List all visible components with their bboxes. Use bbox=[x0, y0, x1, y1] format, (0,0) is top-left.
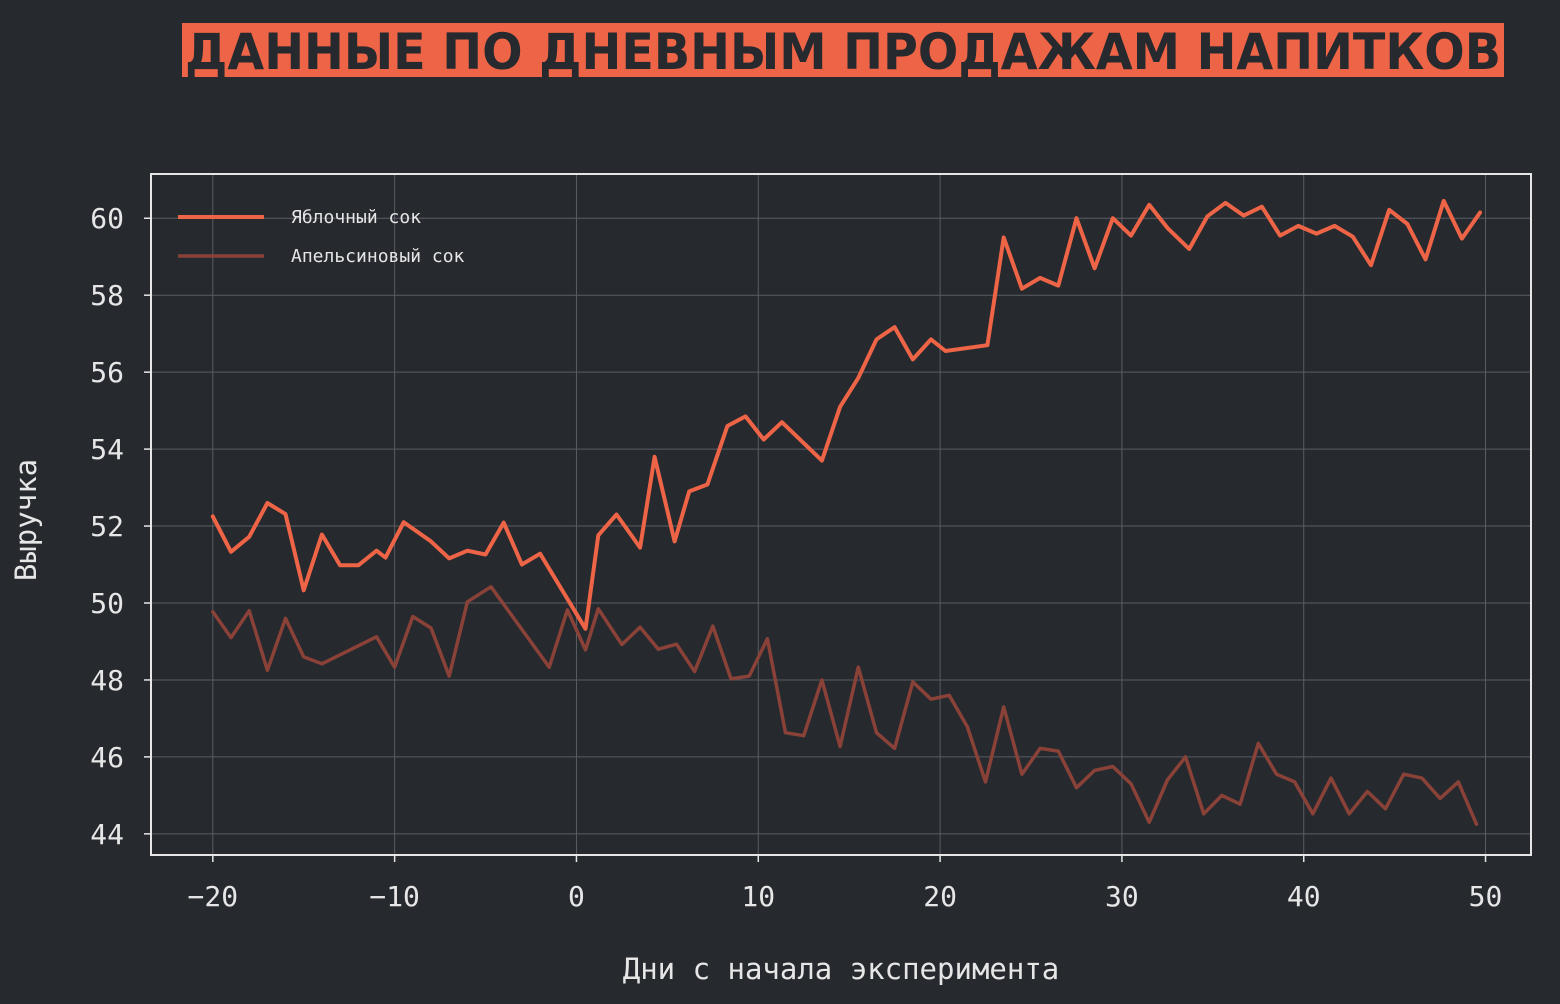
y-tick-label: 60 bbox=[90, 202, 124, 235]
y-axis-label: Выручка bbox=[9, 459, 43, 581]
y-axis-ticks: 44 46 48 50 52 54 56 58 60 bbox=[90, 202, 151, 851]
series-line-1 bbox=[210, 198, 1483, 631]
title-background bbox=[182, 23, 1504, 77]
x-tick-label: 0 bbox=[568, 880, 585, 913]
legend-entry-label: Апельсиновый сок bbox=[291, 246, 465, 267]
x-tick-label: 10 bbox=[741, 880, 775, 913]
y-tick-label: 50 bbox=[90, 587, 124, 620]
x-tick-label: 40 bbox=[1287, 880, 1321, 913]
plot-frame bbox=[150, 173, 1532, 856]
legend: Яблочный сок Апельсиновый сок bbox=[178, 207, 465, 267]
x-tick-label: 50 bbox=[1469, 880, 1503, 913]
x-axis-label: Дни с начала эксперимента bbox=[623, 952, 1060, 986]
chart-title-group: ДАННЫЕ ПО ДНЕВНЫМ ПРОДАЖАМ НАПИТКОВ bbox=[182, 23, 1504, 81]
y-tick-label: 56 bbox=[90, 356, 124, 389]
x-axis-ticks: −20 −10 0 10 20 30 40 50 bbox=[188, 855, 1503, 913]
series-layer bbox=[210, 198, 1483, 826]
y-tick-label: 58 bbox=[90, 279, 124, 312]
x-tick-label: −20 bbox=[188, 880, 239, 913]
y-tick-label: 44 bbox=[90, 818, 124, 851]
x-tick-label: 20 bbox=[923, 880, 957, 913]
y-tick-label: 54 bbox=[90, 433, 124, 466]
y-tick-label: 48 bbox=[90, 664, 124, 697]
series-line-2 bbox=[211, 585, 1479, 826]
chart-title: ДАННЫЕ ПО ДНЕВНЫМ ПРОДАЖАМ НАПИТКОВ bbox=[185, 23, 1501, 81]
x-tick-label: 30 bbox=[1105, 880, 1139, 913]
x-tick-label: −10 bbox=[369, 880, 420, 913]
y-tick-label: 46 bbox=[90, 741, 124, 774]
grid bbox=[151, 174, 1531, 855]
y-tick-label: 52 bbox=[90, 510, 124, 543]
legend-entry-label: Яблочный сок bbox=[291, 207, 421, 228]
